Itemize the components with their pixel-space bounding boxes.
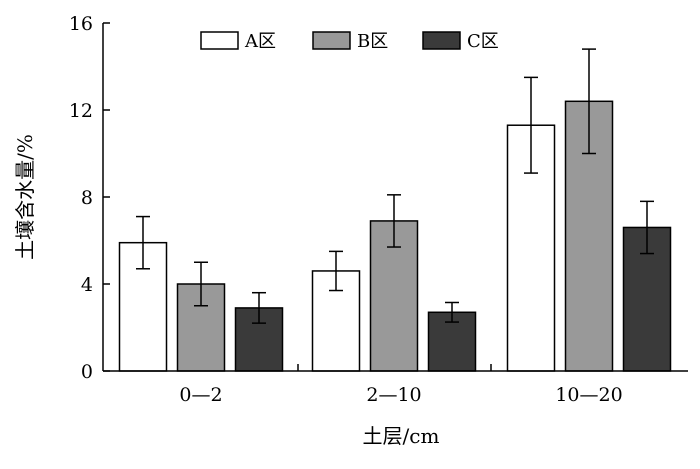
error-bar-C区-2—10 (445, 301, 459, 323)
error-bar-C区-10—20 (640, 200, 654, 255)
x-tick-label: 2—10 (366, 384, 421, 406)
legend-label: B区 (357, 31, 388, 52)
y-tick-label: 8 (81, 187, 93, 209)
legend-swatch (422, 31, 461, 50)
error-bar-C区-0—2 (252, 291, 266, 324)
bars-layer (118, 48, 672, 372)
y-tick-label: 4 (81, 274, 93, 296)
x-tick-label: 0—2 (179, 384, 222, 406)
error-bar-B区-2—10 (387, 194, 401, 248)
legend-item-A区: A区 (200, 31, 276, 52)
y-tick-label: 12 (69, 100, 93, 122)
legend-label: A区 (244, 31, 276, 52)
error-bar-A区-10—20 (524, 76, 538, 174)
error-bar-B区-0—2 (194, 261, 208, 307)
legend-swatch (200, 31, 239, 50)
x-tick-label: 10—20 (555, 384, 622, 406)
x-axis-label: 土层/cm (363, 424, 440, 448)
y-tick-label: 0 (81, 361, 93, 383)
y-tick-label: 16 (69, 13, 93, 35)
y-axis-label: 土壤含水量/% (13, 134, 37, 260)
legend-label: C区 (467, 31, 499, 52)
legend-item-C区: C区 (422, 31, 499, 52)
legend: A区 B区 C区 (200, 31, 499, 52)
legend-swatch (312, 31, 351, 50)
axes-layer: 0 4 8 12 16 0—2 2—10 10—20 (69, 13, 688, 406)
error-bar-A区-2—10 (329, 250, 343, 292)
error-bar-A区-0—2 (136, 215, 150, 270)
legend-item-B区: B区 (312, 31, 388, 52)
error-bar-B区-10—20 (582, 48, 596, 155)
